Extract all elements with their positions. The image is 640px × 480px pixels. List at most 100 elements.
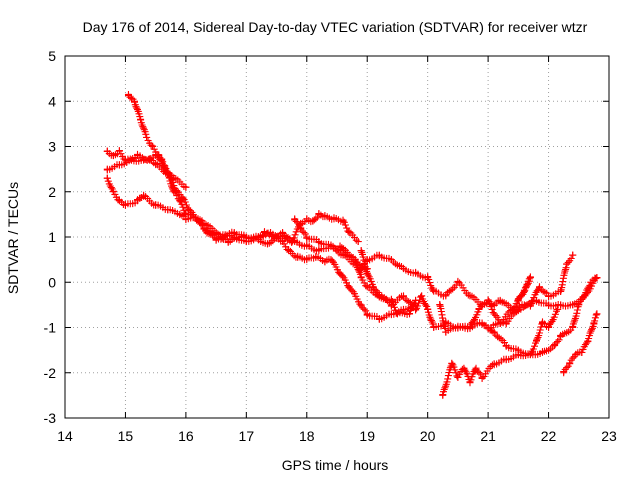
data-point: [412, 305, 420, 313]
data-point: [182, 183, 190, 191]
data-point: [399, 305, 407, 313]
y-tick-label: 4: [48, 93, 56, 109]
data-point: [439, 391, 447, 399]
data-point: [155, 152, 163, 160]
data-point: [315, 238, 323, 246]
data-point: [263, 240, 271, 248]
data-point: [285, 247, 293, 255]
data-point: [478, 373, 486, 381]
data-point: [103, 147, 111, 155]
data-point: [430, 324, 438, 331]
data-point: [357, 274, 365, 282]
data-point: [399, 292, 407, 300]
data-point: [454, 373, 462, 381]
series-markers: [273, 210, 362, 246]
data-point: [460, 364, 468, 372]
data-point: [179, 195, 187, 203]
data-point: [587, 278, 595, 286]
data-point: [345, 283, 353, 291]
data-point: [517, 292, 525, 300]
y-tick-label: 3: [48, 139, 56, 155]
x-tick-label: 17: [239, 428, 255, 444]
x-tick-label: 23: [601, 428, 617, 444]
grid-layer: [64, 55, 610, 419]
data-point: [593, 274, 601, 282]
data-point: [224, 238, 232, 246]
data-point: [121, 201, 129, 209]
series-arc-4: [124, 90, 420, 323]
data-point: [436, 301, 444, 309]
data-point: [345, 228, 353, 236]
data-point: [430, 287, 438, 295]
data-point: [115, 197, 123, 205]
data-point: [339, 217, 347, 225]
x-tick-label: 21: [480, 428, 496, 444]
data-point: [103, 174, 111, 182]
data-point: [369, 283, 377, 291]
data-point: [336, 242, 344, 250]
x-tick-label: 16: [178, 428, 194, 444]
data-point: [109, 152, 117, 160]
data-point: [254, 235, 262, 243]
data-point: [545, 292, 553, 300]
data-point: [312, 253, 320, 261]
y-tick-label: 0: [48, 274, 56, 290]
x-tick-label: 20: [420, 428, 436, 444]
data-point: [149, 143, 157, 150]
x-tick-label: 15: [118, 428, 134, 444]
data-point: [387, 256, 395, 264]
data-point: [490, 360, 498, 368]
y-tick-label: 1: [48, 229, 56, 245]
data-point: [303, 215, 311, 223]
data-point: [230, 233, 238, 241]
data-point: [327, 242, 335, 250]
data-point: [315, 210, 323, 218]
data-point: [475, 305, 483, 313]
data-point: [279, 228, 287, 236]
data-point: [152, 161, 160, 169]
data-point: [288, 238, 296, 246]
data-point: [273, 233, 281, 241]
data-point: [496, 296, 504, 304]
data-point: [321, 258, 329, 266]
data-point: [294, 253, 302, 261]
series-markers: [103, 147, 190, 191]
data-point: [297, 224, 305, 232]
data-point: [545, 324, 553, 331]
data-point: [502, 342, 510, 350]
data-point: [357, 247, 365, 255]
series-markers: [103, 151, 371, 273]
data-point: [303, 242, 311, 250]
data-point: [593, 310, 601, 318]
data-point: [545, 301, 553, 309]
data-point: [115, 147, 123, 155]
data-point: [539, 319, 547, 327]
data-point: [194, 217, 202, 225]
data-point: [535, 283, 543, 291]
data-point: [309, 217, 317, 225]
data-point: [351, 256, 359, 264]
x-tick-label: 18: [299, 428, 315, 444]
data-point: [551, 342, 559, 350]
data-point: [279, 238, 287, 246]
data-point: [484, 296, 492, 304]
data-point: [424, 305, 432, 313]
x-tick-label: 14: [57, 428, 73, 444]
data-point: [137, 115, 145, 123]
series-arc-2: [103, 147, 190, 191]
data-point: [345, 251, 353, 259]
data-point: [569, 301, 577, 309]
data-point: [554, 305, 562, 313]
data-point: [406, 310, 414, 318]
data-point: [490, 310, 498, 318]
data-point: [520, 287, 528, 295]
data-point: [115, 161, 123, 169]
series-arc-3: [103, 151, 371, 273]
data-point: [182, 210, 190, 218]
data-point: [478, 319, 486, 327]
data-point: [173, 188, 181, 196]
data-point: [124, 90, 132, 98]
chart-title: Day 176 of 2014, Sidereal Day-to-day VTE…: [83, 19, 588, 35]
data-point: [363, 283, 371, 291]
data-point: [303, 233, 311, 241]
